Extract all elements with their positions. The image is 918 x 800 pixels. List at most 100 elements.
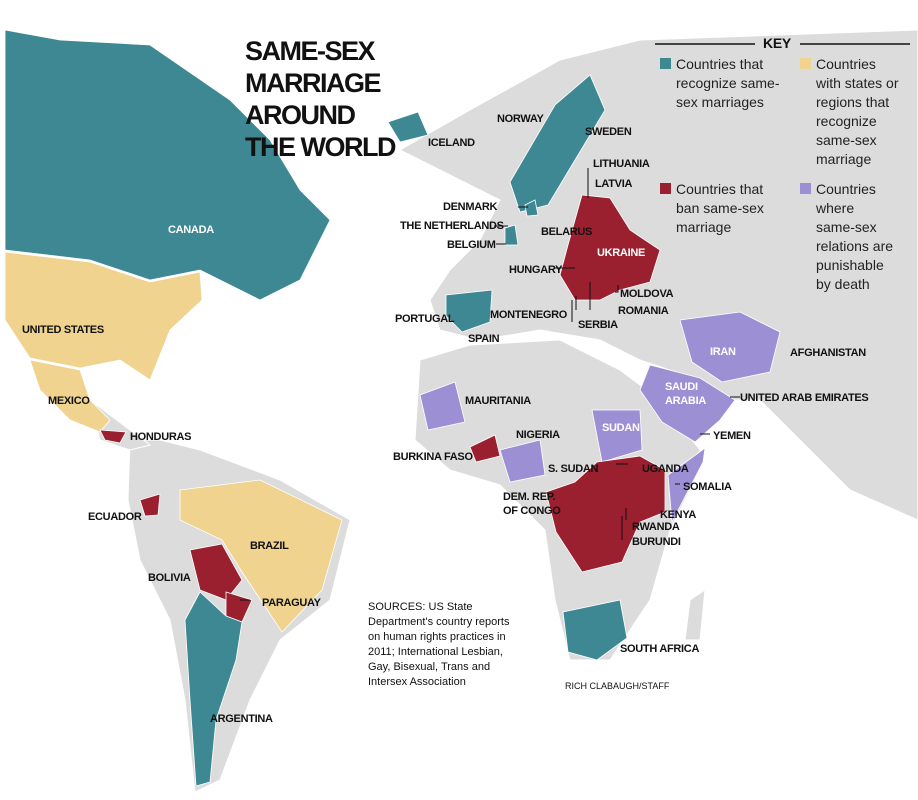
map-label: IRAN (710, 346, 736, 358)
map-label: BELGIUM (447, 239, 496, 251)
map-label: UGANDA (642, 463, 689, 475)
map-labels: CANADA ICELAND NORWAY SWEDEN LITHUANIA L… (22, 113, 869, 725)
map-label: HONDURAS (130, 431, 191, 443)
legend-swatch (660, 58, 671, 69)
title-line: AROUND (245, 100, 355, 130)
legend-label: marriage (676, 219, 731, 235)
source-line: on human rights practices in (368, 631, 506, 643)
denmark (524, 199, 539, 217)
title-line: MARRIAGE (245, 68, 380, 98)
map-label: ECUADOR (88, 511, 142, 523)
burkina-faso (469, 434, 501, 463)
map-label: BELARUS (541, 226, 592, 238)
map-label: LATVIA (595, 178, 632, 190)
credit: RICH CLABAUGH/STAFF (565, 681, 670, 691)
map-label: MEXICO (48, 395, 90, 407)
map-label: SOUTH AFRICA (620, 643, 699, 655)
map-label: CANADA (168, 224, 214, 236)
ecuador (139, 493, 161, 517)
source-line: Gay, Bisexual, Trans and (368, 661, 490, 673)
legend-label: where (815, 200, 854, 216)
sources: SOURCES: US State Department's country r… (368, 601, 670, 691)
legend-label: recognize same- (676, 75, 780, 91)
legend-label: marriage (816, 151, 871, 167)
mauritania (419, 381, 466, 431)
map-label: ARGENTINA (210, 713, 273, 725)
central-africa (545, 455, 666, 573)
title-line: SAME-SEX (245, 36, 376, 66)
map-label: HUNGARY (509, 264, 563, 276)
map-label: SERBIA (578, 319, 618, 331)
map-label: LITHUANIA (593, 158, 650, 170)
source-line: Department's country reports (368, 616, 510, 628)
map-label: UKRAINE (597, 247, 645, 259)
canada (4, 29, 331, 301)
map-label: BRAZIL (250, 540, 289, 552)
map-label: PORTUGAL (395, 313, 455, 325)
map-label: BURUNDI (632, 536, 681, 548)
map-label: DEM. REP. (503, 491, 555, 503)
iran-afghanistan (679, 311, 781, 383)
map-label: ARABIA (665, 395, 706, 407)
map-label: SOMALIA (683, 481, 732, 493)
legend-label: Countries that (676, 181, 763, 197)
mexico (29, 359, 111, 433)
iceland (387, 111, 429, 143)
argentina (184, 591, 243, 787)
source-line: Intersex Association (368, 676, 466, 688)
brazil (179, 479, 343, 633)
legend-swatch (660, 183, 671, 194)
united-states (4, 251, 203, 381)
map-label: BOLIVIA (148, 572, 191, 584)
legend-label: recognize (816, 113, 877, 129)
map-label: ROMANIA (618, 305, 669, 317)
legend-label: sex marriages (676, 94, 764, 110)
source-line: SOURCES: US State (368, 601, 473, 613)
map-label: SPAIN (468, 333, 500, 345)
map-label: SUDAN (602, 422, 640, 434)
bolivia (189, 543, 243, 601)
map-label: MONTENEGRO (490, 309, 568, 321)
sudan (591, 409, 643, 463)
map-label: S. SUDAN (548, 463, 599, 475)
map-label: MAURITANIA (465, 395, 531, 407)
map-label: ICELAND (428, 137, 475, 149)
legend-label: ban same-sex (676, 200, 764, 216)
legend-label: Countries (816, 56, 876, 72)
iberia (445, 289, 493, 333)
legend-label: punishable (816, 257, 884, 273)
source-line: 2011; International Lesbian, (368, 646, 503, 658)
title-line: THE WORLD (245, 132, 396, 162)
map-label: NIGERIA (516, 429, 560, 441)
key-heading: KEY (763, 35, 792, 51)
map-label: AFGHANISTAN (790, 347, 866, 359)
benelux (504, 224, 519, 246)
saudi-yemen-uae (639, 364, 736, 443)
legend-label: Countries (816, 181, 876, 197)
map-label: BURKINA FASO (393, 451, 473, 463)
legend-swatch (800, 58, 811, 69)
scandinavia (509, 74, 606, 213)
map-label: YEMEN (713, 430, 751, 442)
nigeria (499, 439, 546, 483)
legend-label: regions that (816, 94, 889, 110)
legend-label: relations are (816, 238, 893, 254)
countries (4, 29, 781, 787)
legend-label: Countries that (676, 56, 763, 72)
map-label: UNITED STATES (22, 324, 104, 336)
map-label: UNITED ARAB EMIRATES (740, 392, 868, 404)
map-label: OF CONGO (503, 505, 561, 517)
legend: KEY Countries that recognize same-sex mar… (655, 35, 910, 292)
map-label: DENMARK (443, 201, 497, 213)
map-label: SAUDI (665, 381, 698, 393)
map-label: SWEDEN (585, 126, 632, 138)
map-label: THE NETHERLANDS (400, 220, 504, 232)
legend-label: same-sex (816, 132, 877, 148)
map-label: PARAGUAY (262, 597, 322, 609)
leader-lines (240, 168, 740, 601)
south-africa (562, 599, 628, 661)
map-label: NORWAY (497, 113, 544, 125)
legend-label: with states or (815, 75, 899, 91)
map-label: KENYA (660, 509, 696, 521)
